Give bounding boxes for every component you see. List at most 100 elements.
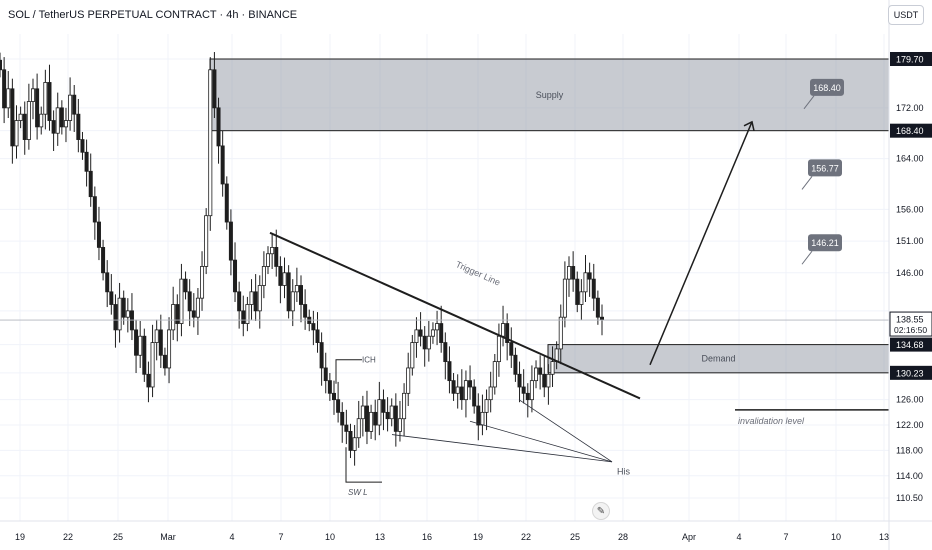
x-tick-label: 19 <box>15 532 25 542</box>
x-tick-label: 19 <box>473 532 483 542</box>
candle-body <box>187 291 192 312</box>
candle-body <box>220 145 225 185</box>
candle-body <box>571 266 576 280</box>
candle-body <box>237 291 242 312</box>
candle-body <box>439 323 444 343</box>
zone-demand <box>547 344 890 374</box>
candle-body <box>600 316 605 321</box>
candle-body <box>233 259 238 293</box>
his-line <box>469 420 613 463</box>
ich-bracket <box>335 359 362 384</box>
zone-label-demand: Demand <box>701 354 735 364</box>
candle-body <box>591 278 596 299</box>
candle-body <box>451 380 456 394</box>
candle-body <box>484 399 489 413</box>
symbol-title[interactable]: SOL / TetherUS PERPETUAL CONTRACT · 4h ·… <box>8 9 298 21</box>
candle-body <box>30 88 35 102</box>
candle-body <box>84 151 89 172</box>
last-price-label: 138.55 <box>896 315 924 325</box>
candle-body <box>414 329 419 343</box>
candle-body <box>505 323 510 343</box>
candle-body <box>369 411 374 432</box>
x-tick-label: 22 <box>521 532 531 542</box>
candle-body <box>121 297 126 318</box>
candle-body <box>195 297 200 318</box>
candle-body <box>212 69 217 109</box>
projection-arrow <box>649 121 753 366</box>
candle-body <box>443 342 448 363</box>
candle-body <box>455 386 460 394</box>
candle-body <box>51 120 56 134</box>
candle-body <box>208 69 213 217</box>
x-tick-label: 10 <box>831 532 841 542</box>
candle-body <box>10 88 15 147</box>
candle-body <box>542 373 547 388</box>
currency-button[interactable]: USDT <box>888 5 924 25</box>
candle-body <box>595 297 600 318</box>
candle-body <box>294 285 299 293</box>
price-label-box <box>890 52 932 66</box>
candle-body <box>323 367 328 382</box>
candle-body <box>513 354 518 375</box>
candle-body <box>550 361 555 375</box>
his-line <box>391 434 613 463</box>
candle-body <box>525 392 530 401</box>
y-tick-label: 122.00 <box>896 420 924 430</box>
x-tick-label: 22 <box>63 532 73 542</box>
candle-body <box>266 253 271 267</box>
candle-body <box>26 101 31 140</box>
y-tick-label: 126.00 <box>896 395 924 405</box>
candle-body <box>340 411 345 426</box>
candle-body <box>397 418 402 432</box>
candle-body <box>476 405 481 426</box>
candle-body <box>76 113 81 140</box>
swl-bracket <box>345 447 382 483</box>
tradingview-logo-icon[interactable]: ✎ <box>592 502 610 520</box>
candle-body <box>171 304 176 331</box>
candle-body <box>92 196 97 223</box>
zones-layer: Supply Demand <box>209 58 890 374</box>
candle-body <box>587 272 592 280</box>
candle-body <box>18 113 23 121</box>
candle-body <box>381 399 386 413</box>
candle-body <box>538 367 543 375</box>
candle-body <box>290 291 295 312</box>
projection-arrow-head <box>743 120 755 131</box>
candle-body <box>158 329 163 356</box>
price-label: 179.70 <box>896 55 924 65</box>
candle-body <box>146 373 151 388</box>
candle-body <box>373 411 378 426</box>
target-label-box <box>808 234 842 252</box>
candle-body <box>286 272 291 312</box>
candle-body <box>224 183 229 223</box>
candle-body <box>521 386 526 394</box>
y-tick-label: 156.00 <box>896 204 924 214</box>
candle-body <box>191 310 196 318</box>
candle-body <box>426 335 431 350</box>
candle-body <box>63 120 68 128</box>
candle-body <box>274 247 279 267</box>
candle-body <box>278 266 283 286</box>
y-tick-label: 164.00 <box>896 154 924 164</box>
ich-label: ICH <box>362 356 376 365</box>
candle-body <box>35 88 40 128</box>
target-label-pointer <box>801 176 813 190</box>
candle-body <box>492 361 497 388</box>
candle-body <box>534 367 539 382</box>
candle-body <box>315 329 320 343</box>
candle-body <box>200 266 205 299</box>
candle-body <box>39 113 44 128</box>
target-label: 156.77 <box>811 163 839 173</box>
candles-layer <box>0 52 605 466</box>
candle-body <box>579 291 584 305</box>
candle-body <box>336 399 341 413</box>
candle-body <box>14 120 19 147</box>
candle-body <box>55 107 60 134</box>
candle-body <box>2 69 7 109</box>
price-label: 134.68 <box>896 340 924 350</box>
candle-body <box>567 266 572 280</box>
x-tick-label: 7 <box>783 532 788 542</box>
candle-body <box>562 278 567 318</box>
